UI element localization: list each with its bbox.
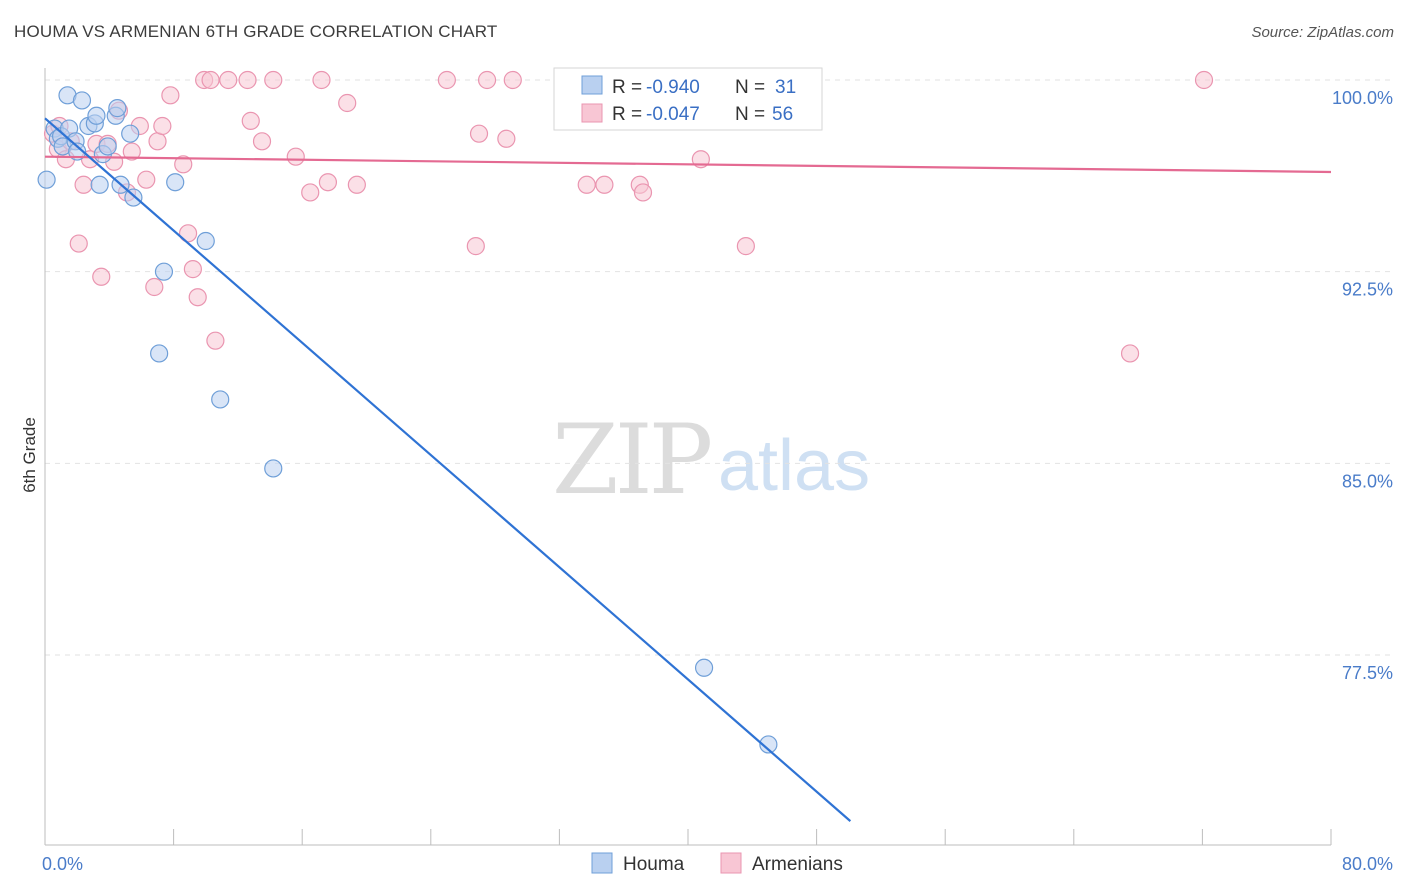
watermark-atlas: atlas [718,426,870,506]
axes: 100.0% 92.5% 85.0% 77.5% 0.0% 80.0% [42,68,1393,874]
y-tick-label: 77.5% [1342,663,1393,683]
armenians-point [301,183,320,202]
armenians-point [577,175,596,194]
chart-title: HOUMA VS ARMENIAN 6TH GRADE CORRELATION … [14,22,498,41]
armenians-point [201,70,220,90]
x-tick-label: 0.0% [42,854,83,874]
trend-lines [44,117,1332,822]
stats-legend: R = -0.940 N = 31 R = -0.047 N = 56 [553,67,823,131]
armenians-point [477,70,497,90]
houma-point [87,106,106,125]
houma-trend-line [44,117,852,822]
legend-armenians-label: Armenians [752,854,843,875]
armenians-point [153,116,172,136]
houma-point [90,175,109,194]
houma-n-value: 31 [775,77,796,98]
armenians-point [69,234,88,253]
houma-point [694,658,714,677]
armenians-point [466,237,485,256]
armenians-point [1194,70,1214,90]
armenians-point [338,93,357,113]
houma-point [211,390,230,409]
houma-point [72,91,92,110]
armenians-point [264,70,283,90]
armenians-point [312,70,331,90]
armenians-point [219,70,238,90]
houma-point [121,124,140,143]
houma-point [108,99,127,118]
houma-point [166,173,185,192]
houma-point [68,142,87,161]
armenians-point [1120,344,1140,363]
x-tick-label: 80.0% [1342,854,1393,874]
armenians-point [183,260,202,279]
houma-point [196,231,215,251]
watermark-zip: ZIP [552,404,711,516]
armenians-point [188,288,207,307]
houma-r-value: -0.940 [646,77,700,98]
armenians-point [469,124,489,143]
series-legend: Houma Armenians [591,852,843,875]
y-axis-title: 6th Grade [20,417,39,493]
houma-point [759,735,778,754]
houma-point [98,137,117,156]
armenians-point [122,142,141,161]
armenians-point [241,111,260,130]
armenians-point [347,175,366,194]
armenians-r-value: -0.047 [646,104,700,125]
armenians-point [503,70,522,90]
houma-point [264,459,283,478]
y-tick-label: 92.5% [1342,280,1393,300]
armenians-point [145,277,164,297]
armenians-trend-line [44,155,1332,174]
houma-swatch [581,75,603,95]
armenians-point [74,175,93,194]
y-tick-label: 100.0% [1332,88,1393,108]
armenians-r-label: R = [612,104,642,125]
armenians-n-value: 56 [772,104,793,125]
y-tick-label: 85.0% [1342,471,1393,491]
armenians-point [161,86,180,105]
armenians-point [318,173,338,192]
armenians-point [286,147,305,166]
armenians-point [238,70,257,90]
houma-point [124,188,143,207]
armenians-point [497,129,516,148]
armenians-point [137,170,156,189]
stats-row-armenians: R = -0.047 N = 56 [581,103,793,125]
armenians-point [595,175,614,194]
armenians-point [252,132,272,151]
stats-row-houma: R = -0.940 N = 31 [581,75,796,98]
armenians-point [736,237,755,256]
armenians-point [148,132,167,151]
armenians-swatch [581,103,603,123]
legend-houma-label: Houma [623,854,685,875]
houma-point [154,262,174,281]
houma-r-label: R = [612,77,642,98]
houma-point [150,344,169,363]
houma-n-label: N = [735,77,765,98]
armenians-point [174,155,193,174]
grid-lines [45,79,1391,656]
houma-point [37,170,56,189]
armenians-point [437,70,456,90]
chart-source: Source: ZipAtlas.com [1251,24,1394,41]
armenians-n-label: N = [735,104,765,125]
legend-armenians-swatch [720,852,742,874]
armenians-point [92,267,111,286]
armenians-point [633,183,653,202]
legend-houma-swatch [591,852,613,874]
armenians-point [206,331,225,350]
